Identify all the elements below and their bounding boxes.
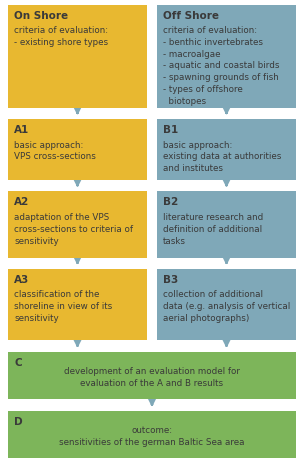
Text: development of an evaluation model for
evaluation of the A and B results: development of an evaluation model for e…: [64, 367, 240, 388]
Bar: [157, 5, 296, 108]
Text: On Shore: On Shore: [14, 11, 68, 20]
Bar: [157, 119, 296, 180]
Bar: [157, 269, 296, 340]
Text: adaptation of the VPS
cross-sections to criteria of
sensitivity: adaptation of the VPS cross-sections to …: [14, 213, 133, 245]
Text: outcome:
sensitivities of the german Baltic Sea area: outcome: sensitivities of the german Bal…: [59, 426, 245, 447]
Text: basic approach:
existing data at authorities
and institutes: basic approach: existing data at authori…: [163, 141, 282, 173]
Bar: [8, 5, 147, 108]
Text: C: C: [14, 358, 22, 368]
Text: B1: B1: [163, 125, 178, 135]
Text: Off Shore: Off Shore: [163, 11, 219, 20]
Bar: [8, 191, 147, 257]
Bar: [8, 269, 147, 340]
Text: B3: B3: [163, 275, 178, 285]
Text: B2: B2: [163, 197, 178, 207]
Text: D: D: [14, 417, 22, 427]
Text: classification of the
shoreline in view of its
sensitivity: classification of the shoreline in view …: [14, 290, 112, 323]
Text: A3: A3: [14, 275, 29, 285]
Text: collection of additional
data (e.g. analysis of vertical
aerial photographs): collection of additional data (e.g. anal…: [163, 290, 290, 323]
Text: A1: A1: [14, 125, 29, 135]
Text: criteria of evaluation:
- benthic invertebrates
- macroalgae
- aquatic and coast: criteria of evaluation: - benthic invert…: [163, 26, 279, 106]
Bar: [157, 191, 296, 257]
Bar: [8, 352, 296, 400]
Text: basic approach:
VPS cross-sections: basic approach: VPS cross-sections: [14, 141, 96, 162]
Text: literature research and
definition of additional
tasks: literature research and definition of ad…: [163, 213, 263, 245]
Bar: [8, 411, 296, 458]
Text: A2: A2: [14, 197, 29, 207]
Bar: [8, 119, 147, 180]
Text: criteria of evaluation:
- existing shore types: criteria of evaluation: - existing shore…: [14, 26, 108, 47]
